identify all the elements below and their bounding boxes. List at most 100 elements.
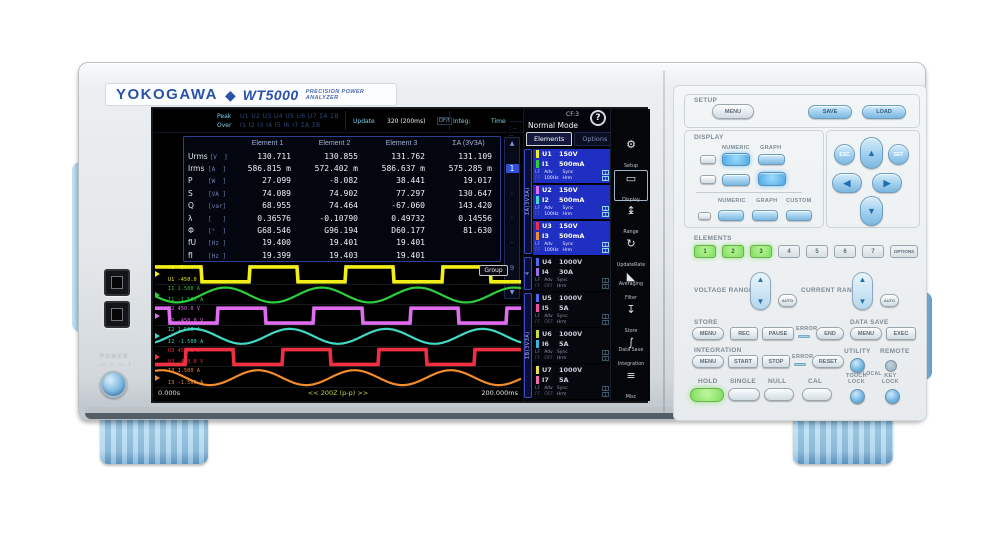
filter-flags-top: LF xyxy=(535,314,541,319)
display-numeric-button-3[interactable] xyxy=(718,210,744,221)
update-value: 320 (200ms) xyxy=(387,118,426,125)
key-lock-button[interactable] xyxy=(885,389,900,404)
display-numeric-button-1[interactable] xyxy=(722,153,750,166)
integration-start-button[interactable]: START xyxy=(728,355,758,368)
voltage-down-icon[interactable]: ▼ xyxy=(756,297,765,306)
current-color-chip xyxy=(536,232,539,240)
trace-label-bottom: U1 -450.0 V xyxy=(168,276,204,283)
current-up-icon[interactable]: ▲ xyxy=(858,275,867,284)
display-numeric-button-2[interactable] xyxy=(722,174,750,186)
display-graph-button-2[interactable] xyxy=(758,172,786,186)
display-custom-button[interactable] xyxy=(786,210,812,221)
page-up-icon[interactable]: ▲ xyxy=(509,140,515,147)
store-end-button[interactable]: END xyxy=(816,327,844,340)
current-down-icon[interactable]: ▼ xyxy=(858,297,867,306)
data-save-exec-button[interactable]: EXEC xyxy=(886,327,916,340)
sync-harmonics: Sync Hrm xyxy=(557,314,568,327)
element-key-2[interactable]: 2 xyxy=(722,245,744,258)
function-name: S xyxy=(188,188,193,198)
options-key[interactable]: OPTIONS xyxy=(890,245,918,258)
element-settings-row: LF FF Adv OFF Sync Hrm 1 1 xyxy=(533,313,611,327)
group-button[interactable]: Group xyxy=(479,265,508,276)
waveform-display: U1 450.0 V U1 -450.0 V I1 1.500 A I1 -1.500… xyxy=(155,264,521,388)
trace-label-top: U2 450.0 V xyxy=(168,306,201,313)
set-button[interactable]: SET xyxy=(888,144,909,165)
voltage-range-value: 1000V xyxy=(559,366,583,374)
element-key-5[interactable]: 5 xyxy=(806,245,828,258)
menu-item-store[interactable]: ↧ Store Data Save xyxy=(614,302,648,353)
element-keys-row: 1 2 3 4 5 6 7 OPTIONS xyxy=(694,245,920,258)
single-button[interactable] xyxy=(728,388,760,401)
page-selector[interactable]: ▲ 1 · · · 9 ▼ xyxy=(504,137,520,299)
touch-lock-button[interactable] xyxy=(850,389,865,404)
integration-reset-button[interactable]: RESET xyxy=(812,355,844,368)
element-entry-6[interactable]: U6 1000V I6 5A LF FF Adv OFF Sync Hrm 1 1 xyxy=(533,329,611,364)
tab-elements[interactable]: Elements xyxy=(526,132,573,146)
display-indicator-2[interactable] xyxy=(700,175,716,184)
element-key-1[interactable]: 1 xyxy=(694,245,716,258)
element-entry-4[interactable]: U4 1000V I4 30A LF FF Adv OFF Sync Hrm 1 1 xyxy=(533,257,611,292)
display-graph-button-1[interactable] xyxy=(758,154,785,165)
display-indicator-3[interactable] xyxy=(698,212,711,220)
trace-zero-marker xyxy=(155,312,160,319)
update-label: Update xyxy=(353,118,375,125)
arrow-left-button[interactable]: ◀ xyxy=(832,173,862,193)
waveform-traces xyxy=(155,265,521,387)
menu-item-updaterate[interactable]: ↻ UpdateRate Averaging xyxy=(614,236,648,287)
hold-button[interactable] xyxy=(690,388,724,402)
page-dot: · xyxy=(510,239,514,248)
integration-stop-button[interactable]: STOP xyxy=(762,355,790,368)
utility-button[interactable] xyxy=(850,358,865,373)
element-key-7[interactable]: 7 xyxy=(862,245,884,258)
integration-menu-button[interactable]: MENU xyxy=(692,355,724,368)
current-auto-button[interactable]: AUTO xyxy=(880,294,899,307)
store-pause-button[interactable]: PAUSE xyxy=(762,327,794,340)
harmonic-flag-1: 1 xyxy=(602,386,609,391)
menu-item-setup[interactable]: ⚙ Setup xyxy=(614,137,648,169)
page-down-icon[interactable]: ▼ xyxy=(509,288,515,296)
help-icon[interactable]: ? xyxy=(590,110,606,126)
element-entry-2[interactable]: U2 150V I2 500mA LF FF Adv 100Hz Sync Hrm 1 1 xyxy=(533,185,611,220)
esc-button[interactable]: ESC xyxy=(834,144,855,165)
sync-source-bottom: OFF xyxy=(544,355,553,361)
voltage-range-rocker[interactable]: ▲ ▼ xyxy=(750,272,771,310)
current-range-rocker[interactable]: ▲ ▼ xyxy=(852,272,873,310)
cal-button[interactable] xyxy=(802,388,832,401)
display-graph-button-3[interactable] xyxy=(752,210,778,221)
gear-icon: ⚙ xyxy=(626,138,636,151)
menu-item-range[interactable]: ↨ Range xyxy=(614,203,648,235)
element-key-6[interactable]: 6 xyxy=(834,245,856,258)
sync-harmonics-top: Sync xyxy=(562,242,574,247)
element-entry-5[interactable]: U5 1000V I5 5A LF FF Adv OFF Sync Hrm 1 1 xyxy=(533,293,611,328)
power-button[interactable] xyxy=(100,371,127,398)
voltage-up-icon[interactable]: ▲ xyxy=(756,275,765,284)
trace-u1 xyxy=(155,265,521,284)
arrow-down-button[interactable]: ▼ xyxy=(860,196,883,226)
voltage-auto-button[interactable]: AUTO xyxy=(778,294,797,307)
element-entry-1[interactable]: U1 150V I1 500mA LF FF Adv 100Hz Sync Hrm 1 1 xyxy=(533,149,611,184)
element-entry-7[interactable]: U7 1000V I7 5A LF FF Adv OFF Sync Hrm 1 1 xyxy=(533,365,611,400)
setup-menu-button[interactable]: MENU xyxy=(712,104,754,119)
save-button[interactable]: SAVE xyxy=(808,105,852,119)
time-label: Time xyxy=(491,118,506,125)
element-key-4[interactable]: 4 xyxy=(778,245,800,258)
store-menu-button[interactable]: MENU xyxy=(692,327,724,340)
data-save-menu-button[interactable]: MENU xyxy=(850,327,882,340)
menu-item-integration[interactable]: ∫ Integration xyxy=(614,335,648,367)
voltage-color-chip xyxy=(536,330,539,338)
load-button[interactable]: LOAD xyxy=(862,105,906,119)
menu-item-misc[interactable]: ≡ Misc xyxy=(614,368,648,400)
current-range-value: 5A xyxy=(559,304,569,312)
arrow-up-button[interactable]: ▲ xyxy=(860,137,883,169)
element-key-3[interactable]: 3 xyxy=(750,245,772,258)
table-column-header: Element 1 xyxy=(251,140,284,147)
null-button[interactable] xyxy=(764,388,794,401)
display-indicator-1[interactable] xyxy=(700,155,716,164)
menu-item-display[interactable]: ▭ Display xyxy=(614,170,648,203)
measurement-value: 586.815 m xyxy=(247,164,291,174)
arrow-right-button[interactable]: ▶ xyxy=(872,173,902,193)
menu-item-filter[interactable]: ◣ Filter xyxy=(614,269,648,301)
element-entry-3[interactable]: U3 150V I3 500mA LF FF Adv 100Hz Sync Hrm 1 1 xyxy=(533,221,611,256)
store-rec-button[interactable]: REC xyxy=(730,327,758,340)
